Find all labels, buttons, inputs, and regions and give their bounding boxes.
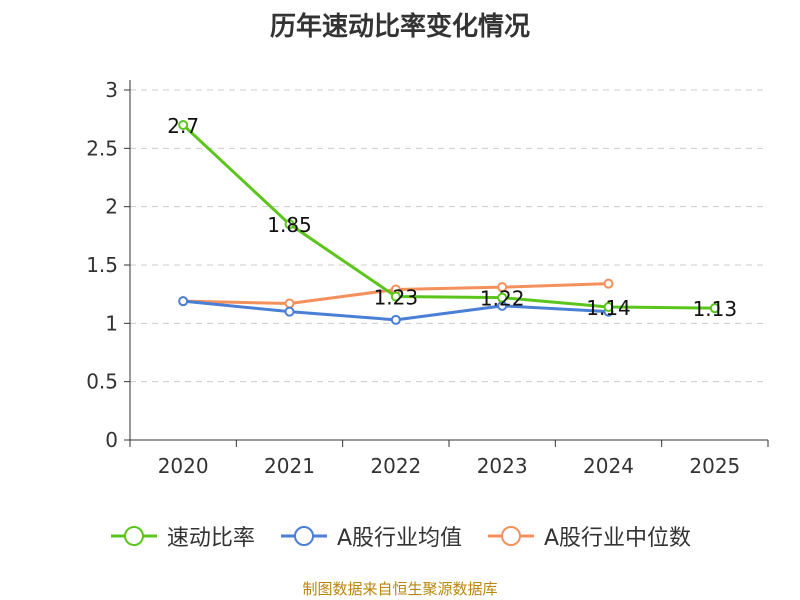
data-label: 1.22 <box>480 287 525 311</box>
legend-marker-icon <box>488 526 534 546</box>
data-point <box>178 296 189 307</box>
legend-marker-icon <box>110 526 157 546</box>
legend-label: A股行业均值 <box>336 526 462 551</box>
y-tick-label: 2.5 <box>86 136 118 160</box>
data-label: 1.85 <box>267 213 312 237</box>
data-point <box>178 120 189 130</box>
data-label: 1.23 <box>374 286 419 310</box>
legend-label: A股行业中位数 <box>544 526 692 551</box>
data-point <box>284 219 295 230</box>
data-point <box>603 302 614 312</box>
axes: 0 0.5 1 1.5 2 2.5 3 2020 2021 2022 2023 2024 2025 <box>86 78 769 478</box>
data-point <box>390 314 401 325</box>
legend: 速动比率 A股行业均值 A股行业中位数 <box>0 520 800 552</box>
data-label: 1.14 <box>586 296 631 320</box>
x-tick-label: 2023 <box>477 454 528 478</box>
legend-label: 速动比率 <box>166 526 255 551</box>
y-tick-label: 1.5 <box>86 253 118 277</box>
x-tick-label: 2020 <box>158 454 209 478</box>
data-point <box>603 278 614 289</box>
y-tick-label: 2 <box>105 195 118 219</box>
legend-marker-icon <box>280 526 327 546</box>
data-point <box>709 303 720 314</box>
chart-title: 历年速动比率变化情况 <box>269 12 530 42</box>
data-label: 1.13 <box>693 297 738 321</box>
series-line <box>182 123 715 310</box>
data-point <box>284 306 295 317</box>
legend-item[interactable]: 速动比率 <box>109 520 255 552</box>
data-label: 2.7 <box>167 114 199 138</box>
y-tick-label: 3 <box>105 78 118 102</box>
data-point <box>497 282 508 293</box>
data-point <box>390 291 401 302</box>
x-tick-label: 2022 <box>370 454 421 478</box>
y-tick-label: 0 <box>105 428 118 452</box>
legend-item[interactable]: A股行业中位数 <box>486 520 691 552</box>
y-tick-label: 1 <box>105 311 118 335</box>
y-tick-label: 0.5 <box>86 370 118 394</box>
legend-item[interactable]: A股行业均值 <box>279 520 462 552</box>
x-tick-label: 2021 <box>264 454 315 478</box>
x-tick-label: 2025 <box>689 454 740 478</box>
data-labels: 2.7 1.85 1.23 1.22 1.14 1.13 <box>167 114 737 321</box>
data-point <box>284 298 295 309</box>
x-tick-label: 2024 <box>583 454 634 478</box>
source-note: 制图数据来自恒生聚源数据库 <box>302 580 498 598</box>
data-point <box>497 292 508 303</box>
series-lines <box>178 120 720 325</box>
grid-lines <box>130 89 768 383</box>
